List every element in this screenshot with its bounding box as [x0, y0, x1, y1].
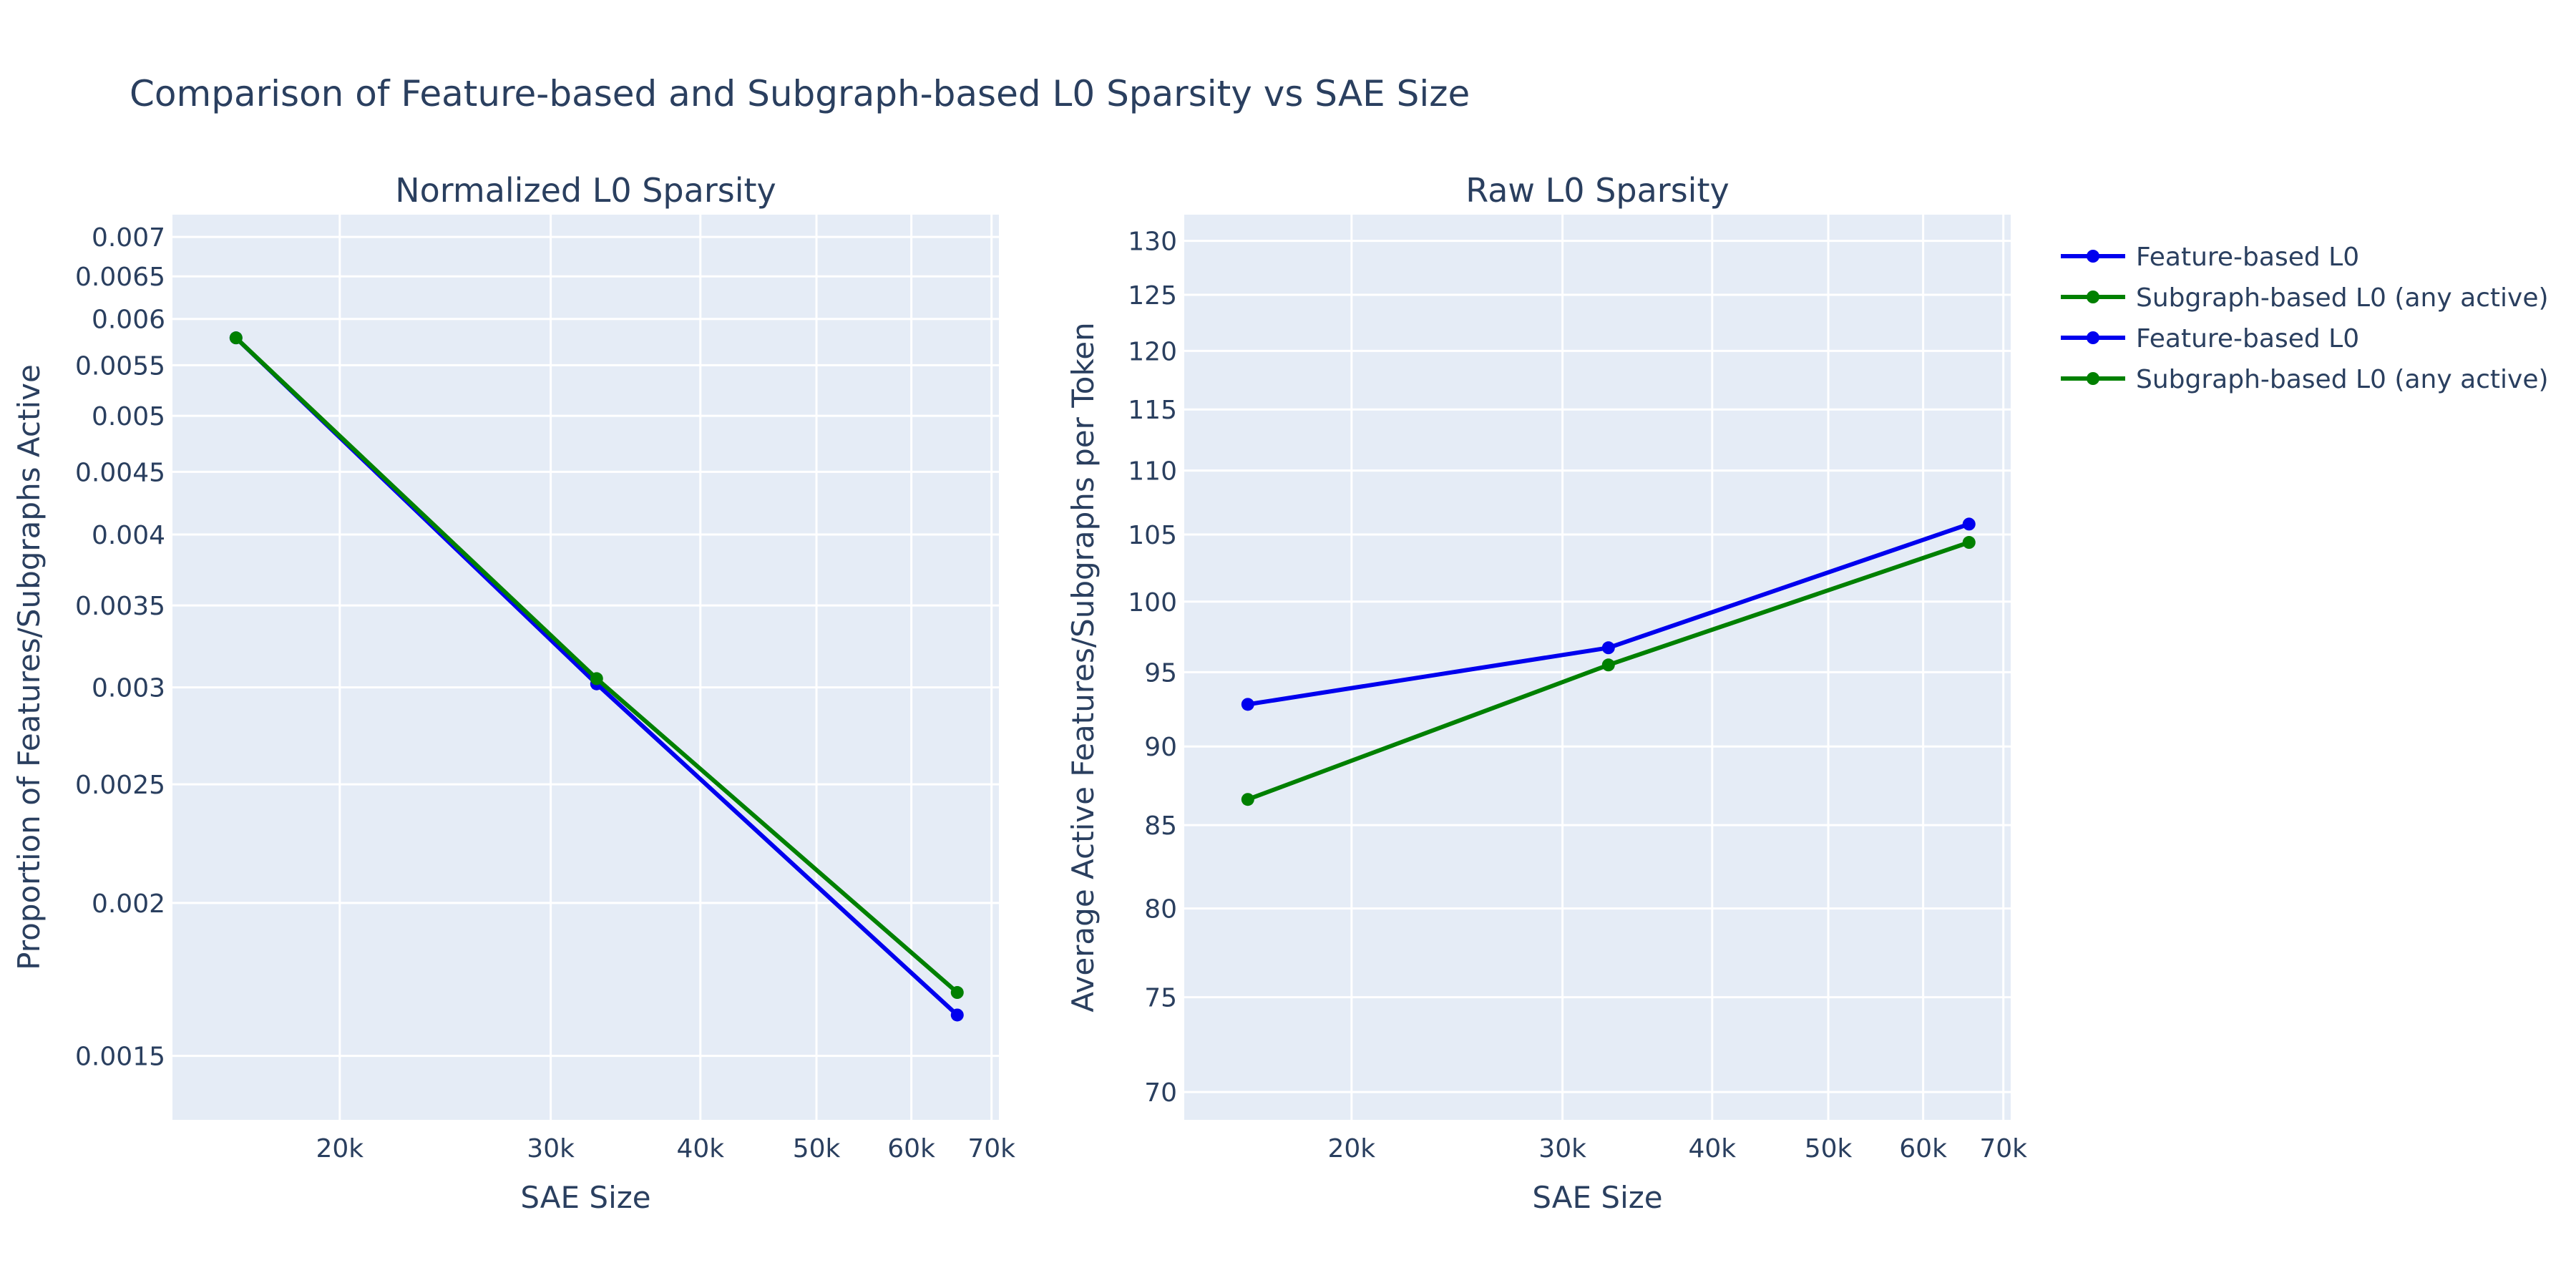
data-point-subgraph-based	[1241, 793, 1254, 806]
y-tick-label: 85	[1144, 811, 1177, 841]
x-tick-label: 50k	[1805, 1134, 1853, 1163]
data-point-subgraph-based	[1962, 536, 1976, 550]
y-tick-label: 75	[1144, 984, 1177, 1013]
y-tick-label: 80	[1144, 895, 1177, 924]
y-tick-label: 115	[1128, 396, 1177, 425]
data-point-subgraph-based	[1601, 658, 1615, 672]
legend-label: Subgraph-based L0 (any active)	[2136, 283, 2549, 313]
y-tick-label: 0.0035	[75, 592, 165, 621]
x-axis-title: SAE Size	[1532, 1180, 1662, 1215]
figure-title: Comparison of Feature-based and Subgraph…	[130, 73, 1470, 114]
legend-marker-swatch	[2087, 250, 2099, 263]
x-tick-label: 70k	[967, 1134, 1015, 1163]
x-tick-label: 50k	[793, 1134, 841, 1163]
y-tick-label: 105	[1128, 521, 1177, 550]
x-tick-label: 70k	[1979, 1134, 2027, 1163]
x-tick-label: 60k	[1899, 1134, 1947, 1163]
y-tick-label: 120	[1128, 337, 1177, 366]
x-tick-label: 30k	[527, 1134, 575, 1163]
y-tick-label: 0.0025	[75, 771, 165, 800]
y-tick-label: 125	[1128, 281, 1177, 311]
x-tick-label: 60k	[887, 1134, 935, 1163]
legend-marker-swatch	[2087, 331, 2099, 344]
legend-label: Feature-based L0	[2136, 243, 2359, 272]
legend-label: Subgraph-based L0 (any active)	[2136, 365, 2549, 394]
legend: Feature-based L0 Subgraph-based L0 (any a…	[2061, 243, 2549, 394]
x-tick-label: 20k	[1327, 1134, 1375, 1163]
legend-item[interactable]: Feature-based L0	[2061, 324, 2359, 353]
y-tick-label: 95	[1144, 658, 1177, 688]
y-tick-label: 0.003	[92, 674, 165, 703]
legend-marker-swatch	[2087, 372, 2099, 385]
x-tick-label: 30k	[1538, 1134, 1586, 1163]
y-tick-label: 0.0015	[75, 1043, 165, 1072]
data-point-feature-based	[1962, 517, 1976, 531]
y-tick-label: 0.006	[92, 306, 165, 335]
data-point-subgraph-based	[229, 331, 243, 345]
y-tick-label: 0.0065	[75, 263, 165, 292]
subplot-title: Raw L0 Sparsity	[1465, 171, 1729, 210]
legend-label: Feature-based L0	[2136, 324, 2359, 353]
y-tick-label: 70	[1144, 1078, 1177, 1108]
y-tick-label: 0.004	[92, 521, 165, 550]
x-tick-label: 40k	[676, 1134, 724, 1163]
data-point-feature-based	[1601, 641, 1615, 655]
legend-item[interactable]: Subgraph-based L0 (any active)	[2061, 365, 2549, 394]
y-tick-label: 90	[1144, 733, 1177, 762]
y-tick-label: 130	[1128, 228, 1177, 257]
data-point-subgraph-based	[950, 986, 964, 1000]
y-tick-label: 0.005	[92, 402, 165, 431]
y-tick-label: 0.002	[92, 889, 165, 919]
subplot-raw-l0: 20k 30k 40k 50k 60k 70k 70 75 80 85 90 95 100 105 110 1…	[1065, 171, 2027, 1215]
y-tick-label: 100	[1128, 588, 1177, 618]
y-tick-label: 110	[1128, 457, 1177, 487]
data-point-feature-based	[1241, 698, 1254, 711]
y-tick-label: 0.0045	[75, 458, 165, 487]
y-tick-label: 0.0055	[75, 351, 165, 381]
y-axis-title: Average Active Features/Subgraphs per To…	[1065, 322, 1101, 1013]
data-point-subgraph-based	[590, 672, 603, 686]
y-tick-label: 0.007	[92, 223, 165, 253]
x-axis-title: SAE Size	[520, 1180, 650, 1215]
legend-marker-swatch	[2087, 291, 2099, 303]
y-axis-title: Proportion of Features/Subgraphs Active	[11, 364, 47, 970]
data-point-feature-based	[950, 1008, 964, 1022]
subplot-normalized-l0: 20k 30k 40k 50k 60k 70k 0.0015 0.002 0.0025 0.003…	[11, 171, 1015, 1215]
legend-item[interactable]: Subgraph-based L0 (any active)	[2061, 283, 2549, 313]
x-tick-label: 40k	[1688, 1134, 1736, 1163]
subplot-title: Normalized L0 Sparsity	[395, 171, 776, 210]
x-tick-label: 20k	[316, 1134, 364, 1163]
legend-item[interactable]: Feature-based L0	[2061, 243, 2359, 272]
